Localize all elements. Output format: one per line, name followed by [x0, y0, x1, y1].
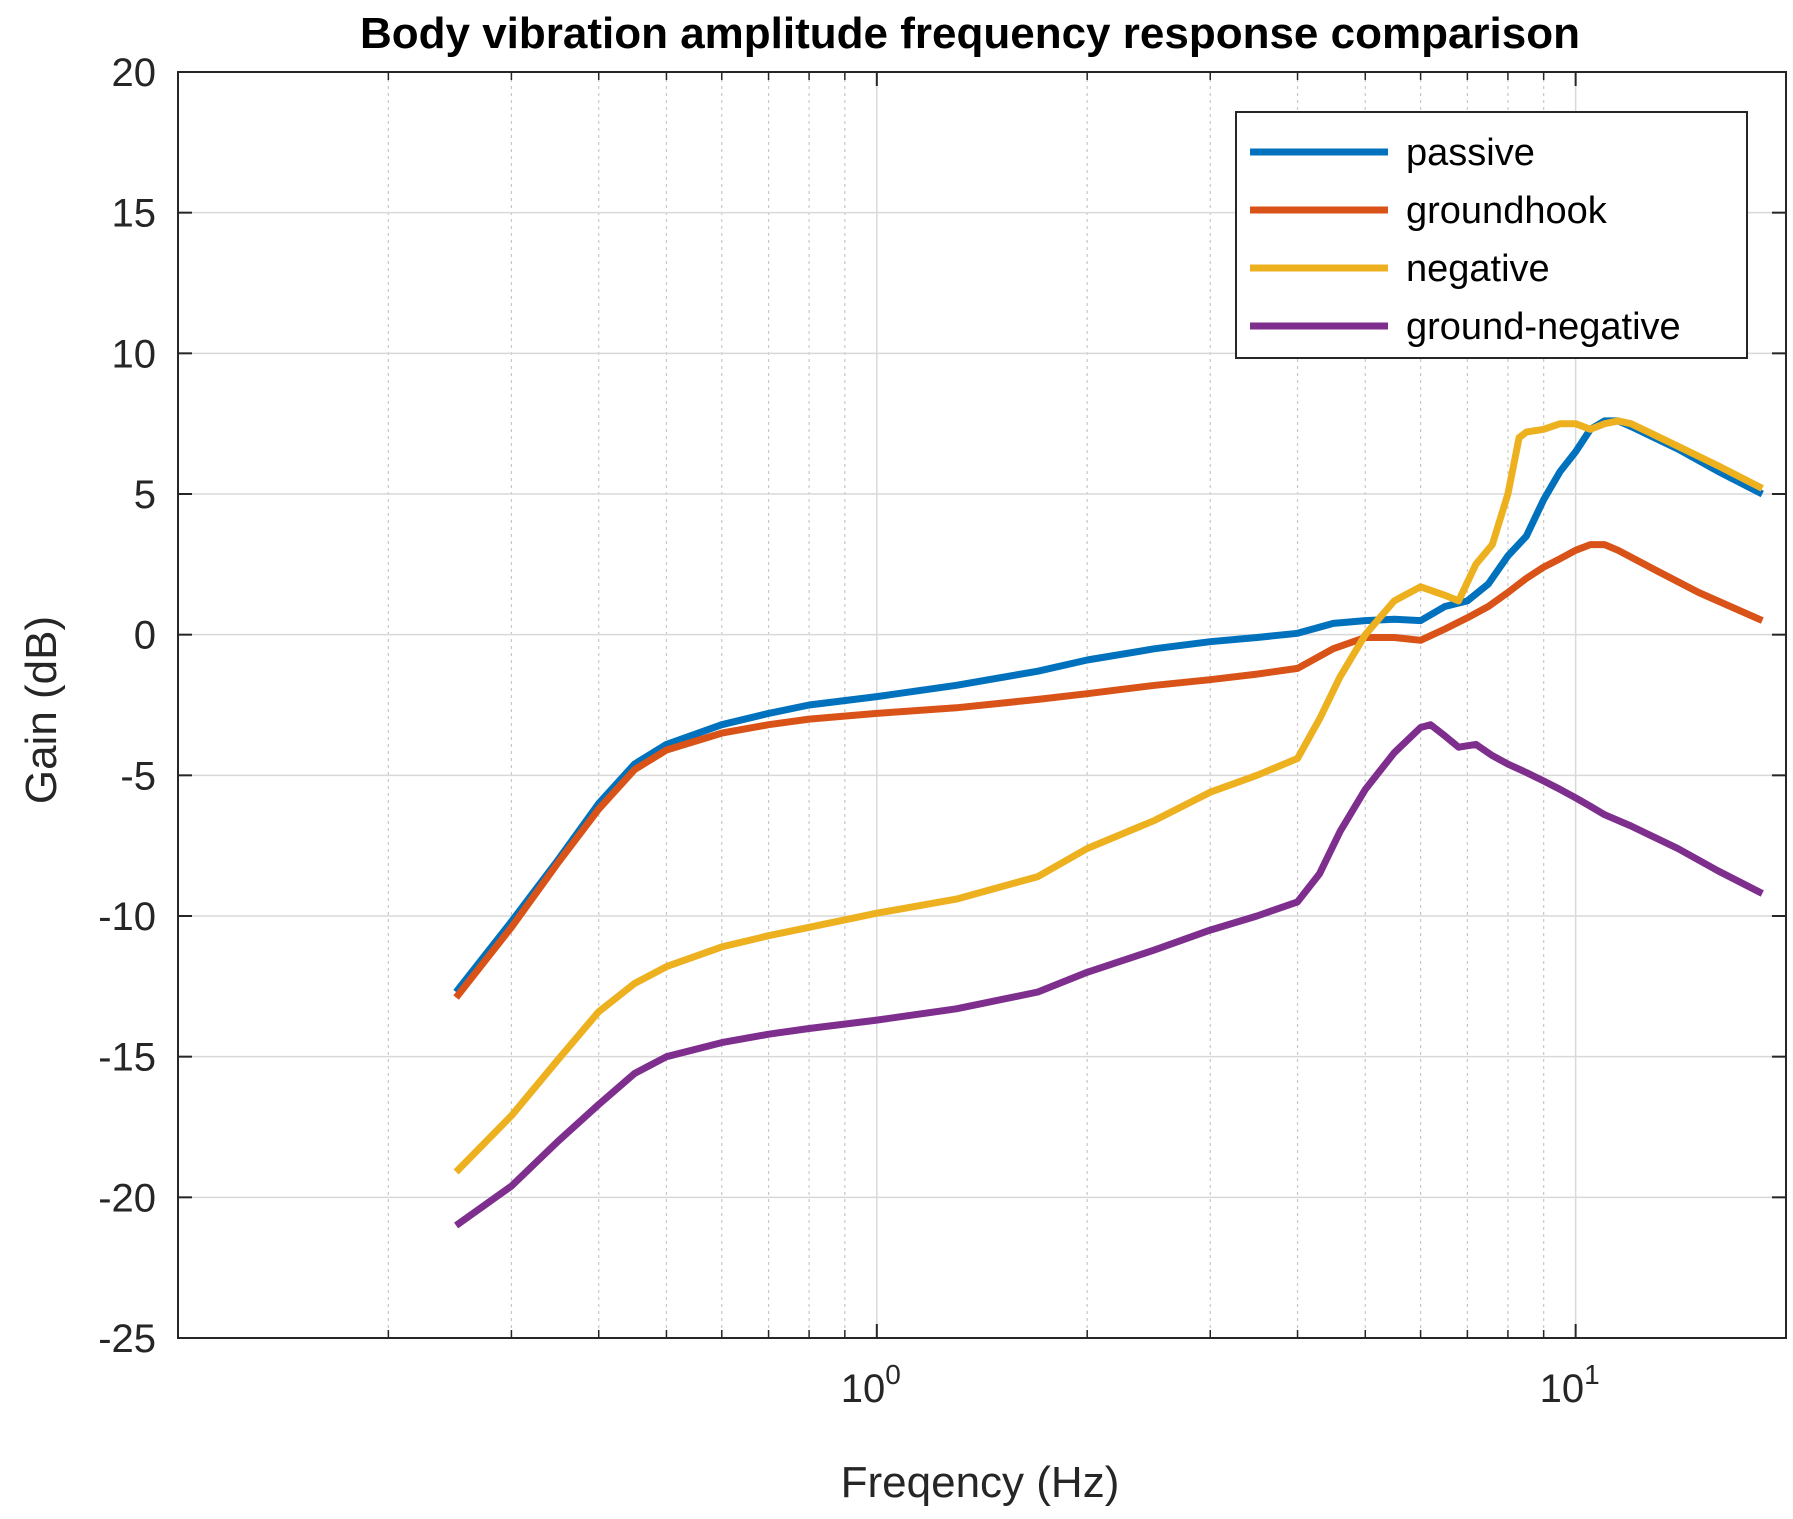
y-tick-label: 5 — [134, 473, 156, 517]
tick-layer: 100 101 20 15 10 5 0 -5 -10 -15 -20 -25 — [98, 51, 1786, 1411]
y-axis-label: Gain (dB) — [17, 616, 66, 804]
y-tick-label: -15 — [98, 1036, 156, 1080]
y-tick-label: -5 — [120, 754, 156, 798]
legend-entry-negative: negative — [1406, 248, 1550, 290]
y-tick-label: -25 — [98, 1317, 156, 1361]
y-tick-label: 20 — [112, 51, 157, 95]
legend-entry-ground-negative: ground-negative — [1406, 306, 1681, 348]
y-tick-label: 15 — [112, 192, 157, 236]
x-tick-label: 100 — [841, 1359, 901, 1411]
series-line-ground-negative — [454, 721, 1764, 1229]
y-tick-label: 10 — [112, 332, 157, 376]
y-tick-label: 0 — [134, 614, 156, 658]
y-tick-label: -10 — [98, 895, 156, 939]
legend: passive groundhook negative ground-negative — [1235, 111, 1748, 359]
series-layer — [453, 417, 1764, 1229]
series-line-groundhook — [453, 541, 1764, 1000]
axes-box — [177, 71, 1787, 1339]
x-tick-label: 101 — [1540, 1359, 1600, 1411]
chart-title: Body vibration amplitude frequency respo… — [360, 9, 1580, 58]
series-line-negative — [453, 417, 1764, 1175]
legend-entry-groundhook: groundhook — [1406, 190, 1608, 232]
legend-entry-passive: passive — [1406, 132, 1535, 174]
y-tick-label: -20 — [98, 1176, 156, 1220]
x-axis-label: Freqency (Hz) — [841, 1458, 1120, 1507]
